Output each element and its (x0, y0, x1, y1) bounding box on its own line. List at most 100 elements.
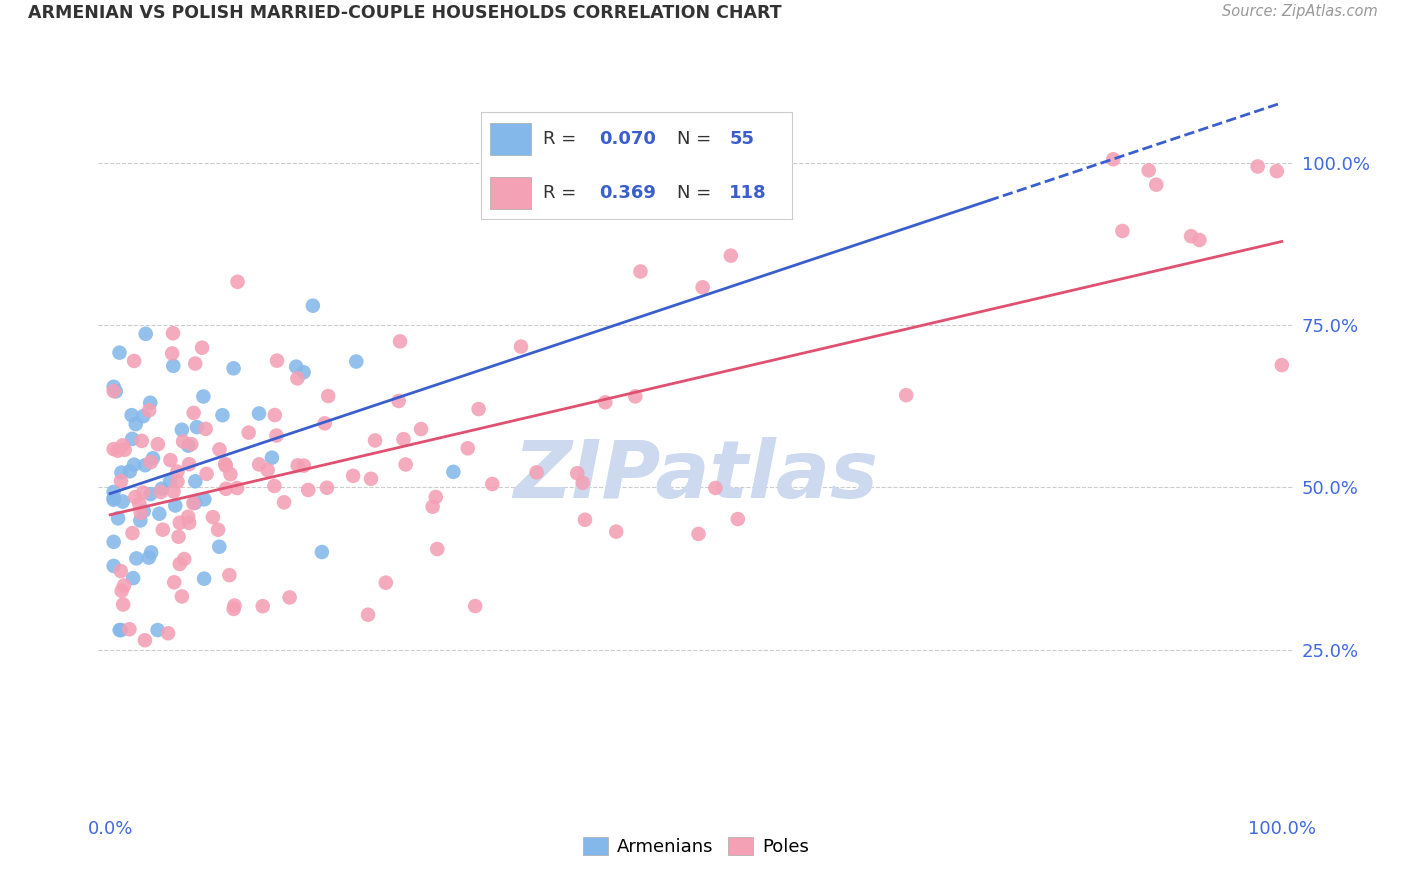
Point (256, 463, 278, 477)
Point (184, 496, 207, 510)
Point (122, 571, 145, 585)
Point (118, 622, 141, 636)
Point (526, 466, 548, 480)
Point (162, 359, 184, 373)
Point (183, 496, 205, 510)
Point (409, 422, 432, 436)
Point (111, 583, 134, 598)
Point (103, 442, 125, 456)
Point (162, 484, 184, 499)
Point (118, 464, 141, 478)
Point (252, 599, 274, 614)
Point (138, 403, 160, 417)
Point (122, 354, 145, 368)
Point (110, 466, 132, 480)
Point (159, 474, 181, 488)
Point (457, 442, 479, 456)
Point (110, 623, 132, 637)
Point (193, 492, 215, 507)
Point (247, 407, 270, 421)
Point (571, 475, 593, 490)
Point (238, 425, 260, 440)
Point (1102, 153, 1125, 167)
Point (169, 557, 191, 571)
Point (108, 623, 131, 637)
Point (704, 481, 727, 495)
Point (297, 483, 319, 497)
Point (170, 423, 193, 437)
Point (344, 354, 367, 368)
Point (208, 442, 231, 457)
Point (159, 453, 181, 467)
Point (146, 437, 169, 451)
Point (103, 492, 125, 507)
Point (125, 551, 148, 566)
Point (139, 487, 162, 501)
Point (157, 626, 180, 640)
Point (624, 389, 647, 403)
Point (103, 534, 125, 549)
Point (1246, 160, 1268, 174)
Point (207, 523, 229, 537)
Point (107, 511, 129, 525)
Point (1111, 224, 1133, 238)
Point (595, 395, 617, 409)
Point (132, 409, 155, 424)
Point (169, 516, 191, 530)
Point (247, 458, 270, 472)
Point (107, 443, 129, 458)
Point (193, 389, 215, 403)
Point (111, 438, 134, 452)
Point (692, 280, 714, 294)
Point (464, 599, 486, 613)
Point (103, 491, 125, 505)
Point (388, 394, 411, 409)
Point (135, 326, 157, 341)
Point (510, 340, 533, 354)
Point (186, 420, 208, 434)
Point (167, 530, 190, 544)
Point (467, 402, 489, 417)
Point (426, 542, 449, 557)
Point (574, 513, 596, 527)
Point (222, 361, 245, 376)
Point (215, 482, 238, 496)
Point (285, 359, 308, 374)
Point (214, 457, 236, 471)
Point (121, 432, 143, 446)
Point (139, 396, 162, 410)
Point (103, 380, 125, 394)
Point (224, 599, 246, 613)
Text: ARMENIAN VS POLISH MARRIED-COUPLE HOUSEHOLDS CORRELATION CHART: ARMENIAN VS POLISH MARRIED-COUPLE HOUSEH… (28, 4, 782, 22)
Point (195, 467, 218, 481)
Point (1271, 358, 1294, 372)
Point (104, 384, 127, 399)
Point (896, 388, 918, 402)
Point (222, 602, 245, 616)
Point (134, 458, 156, 473)
Point (287, 458, 309, 473)
Point (150, 482, 173, 496)
Point (110, 474, 132, 488)
Point (129, 506, 152, 520)
Point (278, 591, 301, 605)
Point (172, 434, 194, 449)
Point (266, 428, 288, 442)
Point (142, 451, 165, 466)
Point (360, 472, 382, 486)
Point (1265, 164, 1288, 178)
Point (149, 485, 172, 500)
Point (103, 558, 125, 573)
Point (219, 467, 242, 482)
Point (103, 384, 125, 398)
Point (301, 299, 323, 313)
Point (132, 485, 155, 500)
Point (727, 512, 749, 526)
Point (128, 497, 150, 511)
Point (441, 465, 464, 479)
Text: Source: ZipAtlas.com: Source: ZipAtlas.com (1222, 4, 1378, 20)
Point (630, 264, 652, 278)
Point (191, 341, 214, 355)
Point (208, 540, 231, 554)
Point (179, 516, 201, 530)
